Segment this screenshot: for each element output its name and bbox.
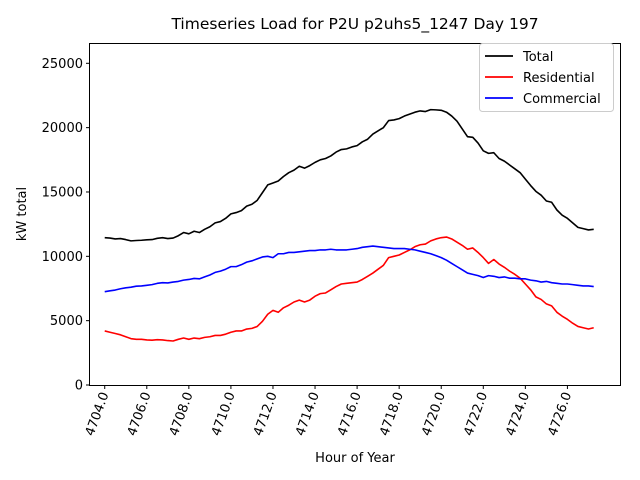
y-tick-label: 20000 — [42, 121, 83, 136]
plot-lines — [104, 108, 594, 342]
legend-label-total: Total — [522, 50, 553, 65]
y-tick-label: 0 — [75, 379, 83, 394]
y-tick-label: 5000 — [50, 314, 83, 329]
legend: Total Residential Commercial — [479, 43, 614, 112]
series-line-commercial — [104, 245, 594, 293]
plot-frame — [89, 43, 621, 386]
y-tick-label: 15000 — [42, 185, 83, 200]
y-axis: 0 5000 10000 15000 20000 25000 — [42, 57, 90, 394]
legend-label-residential: Residential — [523, 71, 595, 86]
y-tick-label: 25000 — [42, 57, 83, 72]
legend-label-commercial: Commercial — [523, 92, 601, 107]
chart-title: Timeseries Load for P2U p2uhs5_1247 Day … — [170, 15, 538, 34]
series-line-total — [104, 108, 594, 242]
y-tick-label: 10000 — [42, 250, 83, 265]
x-axis-label: Hour of Year — [315, 451, 395, 466]
legend-box — [479, 43, 614, 112]
series-line-residential — [104, 236, 594, 342]
y-axis-label: kW total — [15, 187, 30, 241]
